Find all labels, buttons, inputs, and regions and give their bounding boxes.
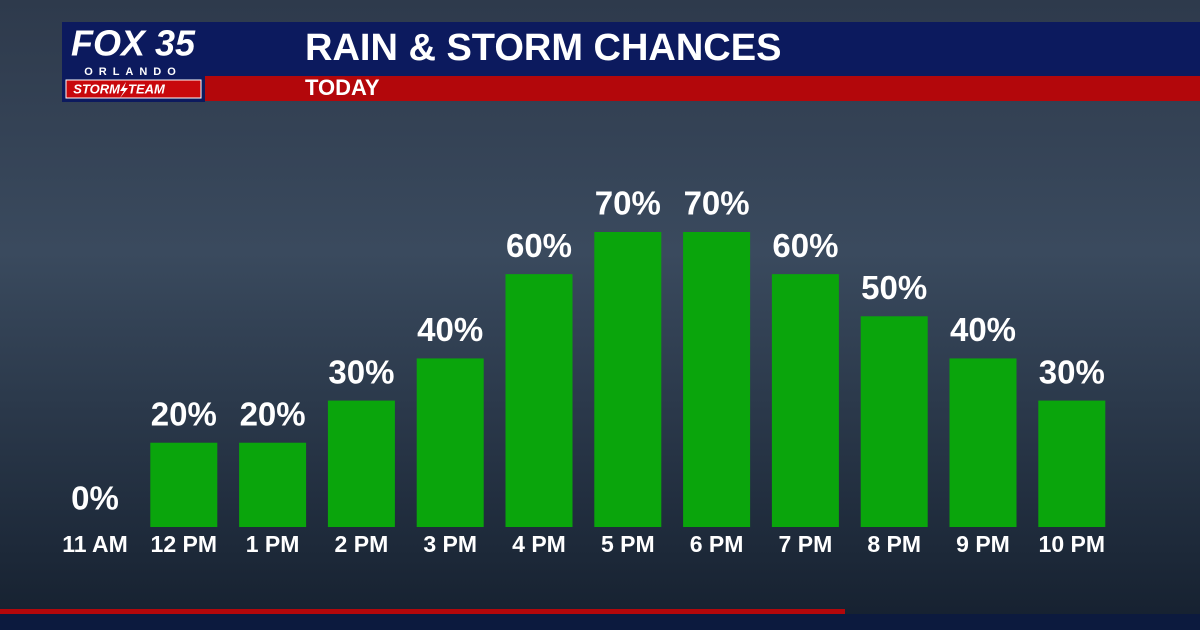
x-tick-label: 8 PM bbox=[867, 531, 921, 557]
value-label: 0% bbox=[71, 480, 119, 517]
x-tick-label: 2 PM bbox=[335, 531, 389, 557]
x-tick-label: 4 PM bbox=[512, 531, 566, 557]
logo-bolt bbox=[120, 82, 128, 98]
subtitle-bar bbox=[205, 76, 1200, 101]
bar bbox=[771, 274, 839, 527]
value-label: 70% bbox=[595, 185, 661, 222]
title-bar bbox=[205, 22, 1200, 76]
bar bbox=[505, 274, 573, 527]
logo: FOX 35 ORLANDO STORM TEAM bbox=[62, 22, 205, 102]
logo-team-bg bbox=[65, 79, 202, 99]
x-tick-label: 1 PM bbox=[246, 531, 300, 557]
bar bbox=[239, 442, 307, 527]
bottom-stripe bbox=[0, 609, 845, 614]
value-label: 20% bbox=[240, 395, 306, 432]
bottom-bar bbox=[0, 614, 1200, 630]
value-label: 60% bbox=[506, 227, 572, 264]
logo-city: ORLANDO bbox=[84, 66, 182, 78]
x-tick-label: 5 PM bbox=[601, 531, 655, 557]
x-tick-label: 6 PM bbox=[690, 531, 744, 557]
bar bbox=[327, 400, 395, 527]
logo-brand: FOX 35 bbox=[71, 23, 196, 64]
bar bbox=[1038, 400, 1106, 527]
bar bbox=[594, 232, 662, 527]
value-label: 40% bbox=[950, 311, 1016, 348]
bar bbox=[860, 316, 928, 527]
logo-team-left: STORM bbox=[73, 81, 121, 96]
value-label: 40% bbox=[417, 311, 483, 348]
chart-title: RAIN & STORM CHANCES bbox=[305, 27, 781, 69]
value-label: 60% bbox=[772, 227, 838, 264]
x-tick-label: 10 PM bbox=[1039, 531, 1105, 557]
bar bbox=[150, 442, 218, 527]
x-tick-label: 7 PM bbox=[779, 531, 833, 557]
x-tick-label: 3 PM bbox=[423, 531, 477, 557]
value-label: 30% bbox=[1039, 353, 1105, 390]
chart-subtitle: TODAY bbox=[305, 75, 380, 100]
value-label: 50% bbox=[861, 269, 927, 306]
value-label: 70% bbox=[684, 185, 750, 222]
value-label: 20% bbox=[151, 395, 217, 432]
logo-team-right: TEAM bbox=[128, 81, 166, 96]
x-tick-label: 11 AM bbox=[62, 531, 128, 557]
bar bbox=[683, 232, 751, 527]
bar bbox=[416, 358, 484, 527]
value-label: 30% bbox=[328, 353, 394, 390]
bar bbox=[949, 358, 1017, 527]
x-tick-label: 12 PM bbox=[151, 531, 217, 557]
x-tick-label: 9 PM bbox=[956, 531, 1010, 557]
